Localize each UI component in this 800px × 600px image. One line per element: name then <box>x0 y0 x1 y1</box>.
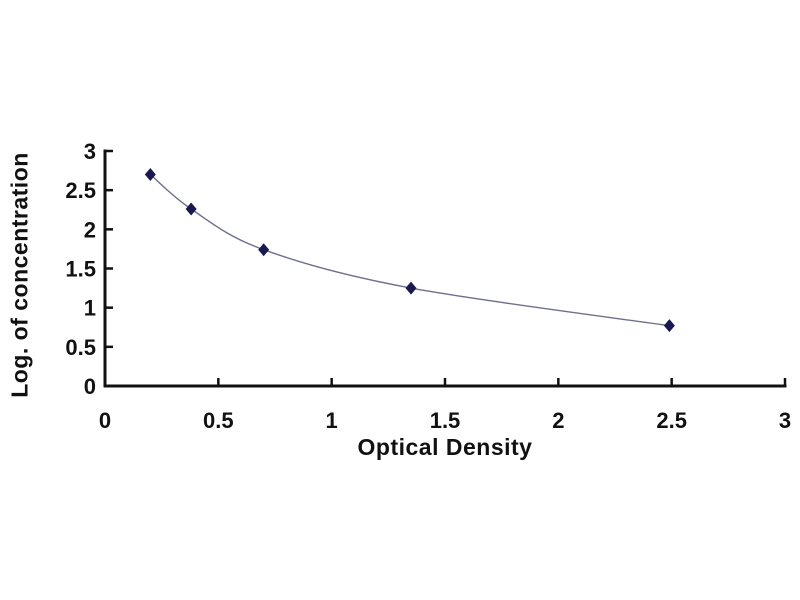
x-tick-label: 1.5 <box>430 408 461 433</box>
x-tick-label: 0 <box>99 408 111 433</box>
y-tick-label: 2.5 <box>65 178 96 203</box>
data-point-marker <box>663 319 675 333</box>
y-tick-label: 1 <box>84 296 96 321</box>
data-point-marker <box>185 202 197 216</box>
y-tick-label: 2 <box>84 217 96 242</box>
standard-curve-path <box>149 173 670 327</box>
y-axis-title: Log. of concentration <box>6 152 33 398</box>
y-tick-label: 0.5 <box>65 335 96 360</box>
x-tick-label: 0.5 <box>203 408 234 433</box>
x-tick-label: 1 <box>326 408 338 433</box>
x-tick-label: 2 <box>552 408 564 433</box>
data-point-marker <box>258 243 270 257</box>
x-tick-label: 3 <box>779 408 791 433</box>
data-point-marker <box>144 168 156 181</box>
y-tick-label: 3 <box>84 139 96 164</box>
y-tick-label: 0 <box>84 374 96 399</box>
y-tick-label: 1.5 <box>65 257 96 282</box>
data-point-marker <box>405 281 417 295</box>
x-tick-label: 2.5 <box>656 408 687 433</box>
x-axis-title: Optical Density <box>357 434 533 460</box>
